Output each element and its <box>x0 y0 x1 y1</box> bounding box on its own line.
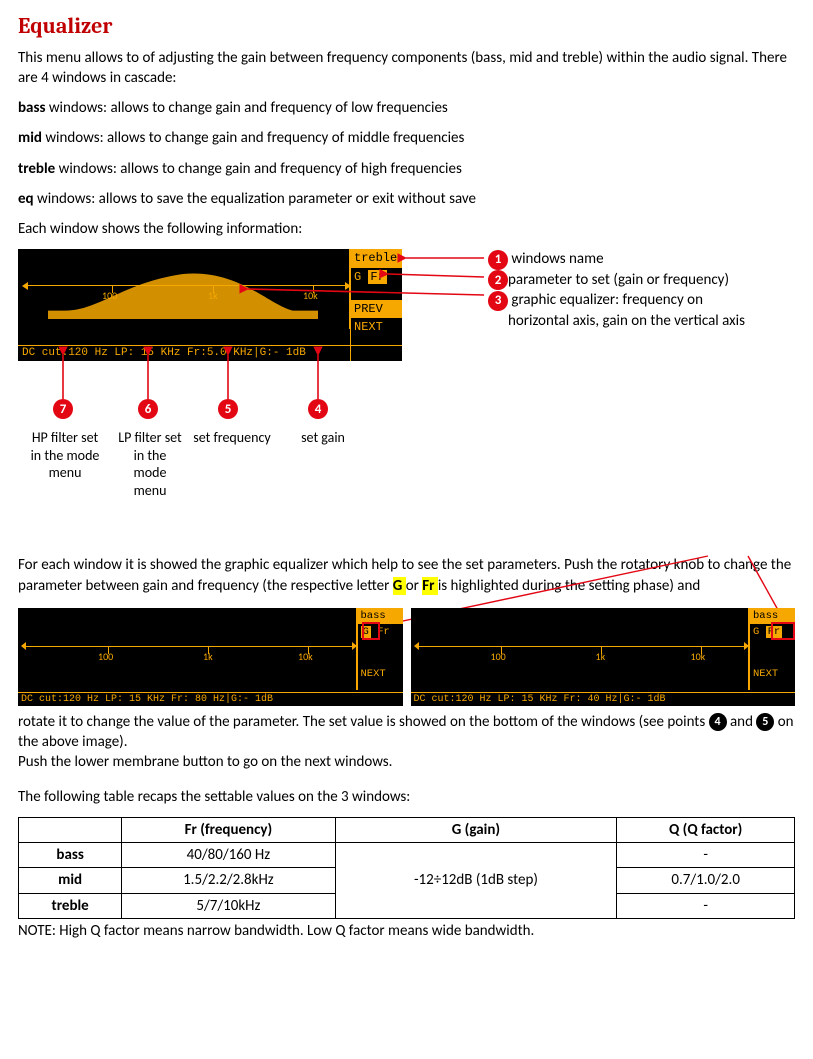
shot-next: NEXT <box>358 666 403 682</box>
callout-1: 1 windows name <box>488 249 745 269</box>
tick-label: 10k <box>298 650 313 664</box>
row-mid: mid <box>19 868 122 893</box>
bass-shot-fr: 100 1k 10k bass G Fr NEXT DC cut:120 Hz … <box>411 608 796 706</box>
callout-3a-text: graphic equalizer: frequency on <box>508 291 703 309</box>
cell-mid-fr: 1.5/2.2/2.8kHz <box>122 868 335 893</box>
badge-1: 1 <box>488 250 508 270</box>
bass-shot-g: 100 1k 10k bass G Fr NEXT DC cut:120 Hz … <box>18 608 403 706</box>
tick-label: 10k <box>691 650 706 664</box>
th-q: Q (Q factor) <box>617 817 795 842</box>
tick-label: 100 <box>98 650 113 664</box>
para-3: rotate it to change the value of the par… <box>18 712 795 773</box>
row-treble: treble <box>19 893 122 918</box>
callout-2: 2parameter to set (gain or frequency) <box>488 270 745 290</box>
row-bass: bass <box>19 843 122 868</box>
shot-next: NEXT <box>750 666 795 682</box>
settings-table: Fr (frequency) G (gain) Q (Q factor) bas… <box>18 817 795 919</box>
callout-arrows <box>18 249 488 409</box>
callout-2-text: parameter to set (gain or frequency) <box>508 271 729 289</box>
label-6: LP filter set in the mode menu <box>116 429 184 499</box>
page-title: Equalizer <box>18 12 795 42</box>
inline-badge-5: 5 <box>756 713 774 731</box>
cell-bass-fr: 40/80/160 Hz <box>122 843 335 868</box>
callout-1-text: windows name <box>508 250 604 268</box>
tick-label: 1k <box>596 650 606 664</box>
label-4: set gain <box>288 429 358 447</box>
para3-c: Push the lower membrane button to go on … <box>18 753 392 771</box>
intro-text: This menu allows to of adjusting the gai… <box>18 48 795 89</box>
callout-3b-text: horizontal axis, gain on the vertical ax… <box>508 312 745 330</box>
badge-3: 3 <box>488 291 508 311</box>
cell-bass-q: - <box>617 843 795 868</box>
bass-key: bass <box>18 99 45 117</box>
para3-mid: and <box>730 713 756 731</box>
cell-treble-q: - <box>617 893 795 918</box>
each-window-text: Each window shows the following informat… <box>18 219 795 239</box>
eq-window-desc: eq windows: allows to save the equalizat… <box>18 189 795 209</box>
label-7: HP filter set in the mode menu <box>26 429 104 482</box>
redbox-g <box>362 622 380 640</box>
inline-badge-4: 4 <box>709 713 727 731</box>
eq-key: eq <box>18 190 34 208</box>
treble-key: treble <box>18 160 55 178</box>
treble-window-desc: treble windows: allows to change gain an… <box>18 159 795 179</box>
th-g: G (gain) <box>335 817 617 842</box>
callout-3: 3 graphic equalizer: frequency on horizon… <box>488 290 745 331</box>
shot-status: DC cut:120 Hz LP: 15 KHz Fr: 40 Hz|G:- 1… <box>411 692 796 706</box>
bass-desc: windows: allows to change gain and frequ… <box>45 99 447 117</box>
mid-desc: windows: allows to change gain and frequ… <box>42 129 464 147</box>
badge-6: 6 <box>138 399 158 419</box>
tick-label: 1k <box>203 650 213 664</box>
th-empty <box>19 817 122 842</box>
redbox-fr <box>771 622 795 640</box>
badge-4: 4 <box>308 399 328 419</box>
label-5: set frequency <box>193 429 271 447</box>
table-intro: The following table recaps the settable … <box>18 787 795 807</box>
note-text: NOTE: High Q factor means narrow bandwid… <box>18 921 795 941</box>
cell-mid-q: 0.7/1.0/2.0 <box>617 868 795 893</box>
eq-desc: windows: allows to save the equalization… <box>34 190 476 208</box>
para3-a: rotate it to change the value of the par… <box>18 713 709 731</box>
bass-window-desc: bass windows: allows to change gain and … <box>18 98 795 118</box>
badge-5: 5 <box>218 399 238 419</box>
shot-status: DC cut:120 Hz LP: 15 KHz Fr: 80 Hz|G:- 1… <box>18 692 403 706</box>
th-fr: Fr (frequency) <box>122 817 335 842</box>
cell-gain: -12÷12dB (1dB step) <box>335 843 617 919</box>
treble-desc: windows: allows to change gain and frequ… <box>55 160 462 178</box>
mid-key: mid <box>18 129 42 147</box>
badge-2: 2 <box>488 270 508 290</box>
badge-7: 7 <box>53 399 73 419</box>
cell-treble-fr: 5/7/10kHz <box>122 893 335 918</box>
tick-label: 100 <box>491 650 506 664</box>
mid-window-desc: mid windows: allows to change gain and f… <box>18 128 795 148</box>
